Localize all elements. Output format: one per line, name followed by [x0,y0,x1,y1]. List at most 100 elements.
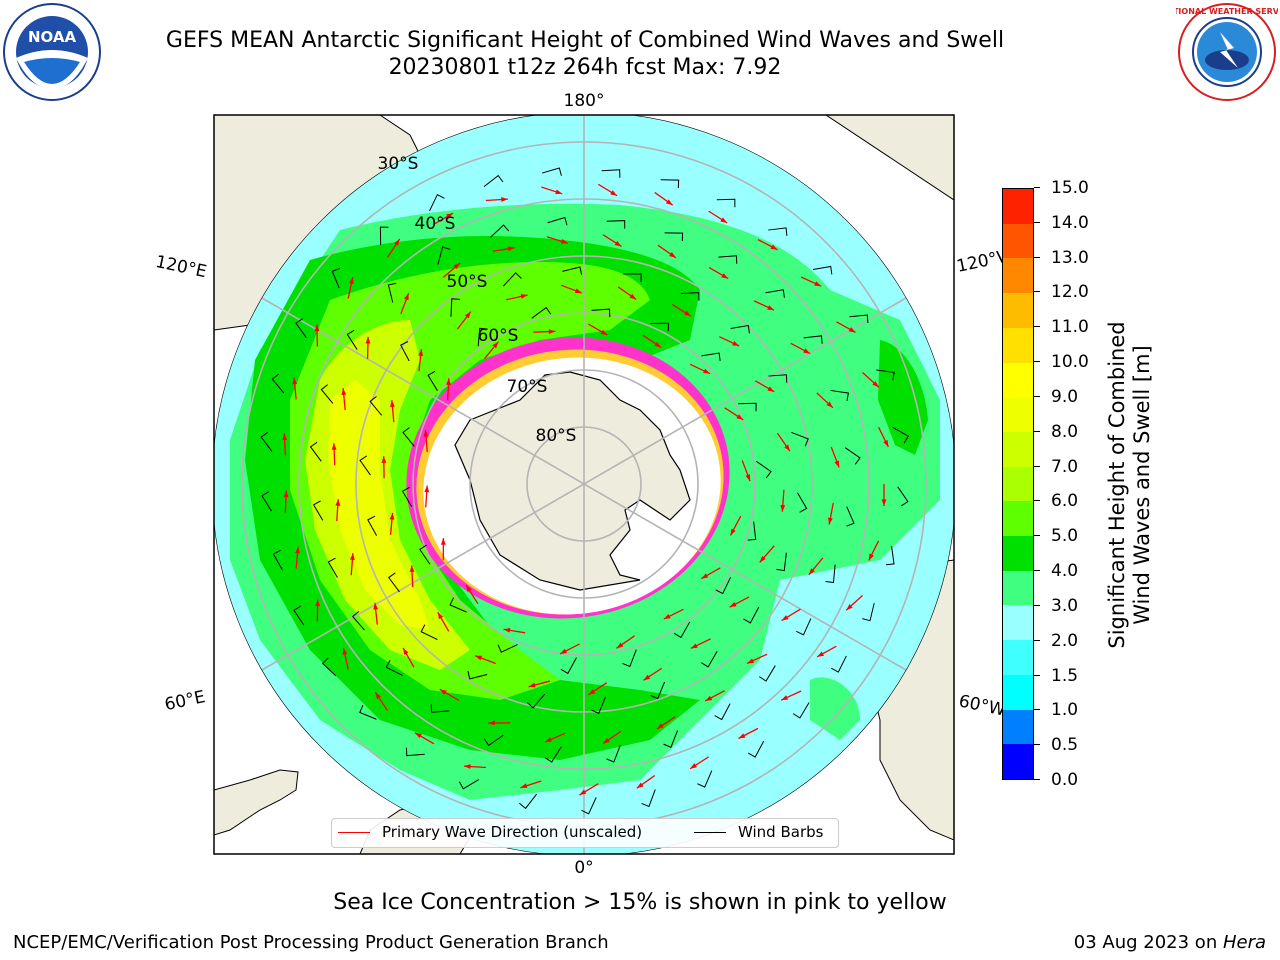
wave-arrow [390,400,395,423]
colorbar-segment [1003,293,1033,328]
colorbar-tick: 1.5 [1034,666,1078,686]
wind-barb [768,227,788,236]
wave-arrow [544,732,566,743]
wave-arrow [292,377,298,400]
wave-arrow [373,602,379,625]
wind-barb [541,167,562,176]
wave-arrow [347,276,354,299]
colorbar-tick: 3.0 [1034,596,1078,616]
wave-arrow [433,212,454,225]
wind-barb [714,703,731,721]
colorbar-label: Significant Height of Combined Wind Wave… [1105,275,1155,695]
colorbar-segment [1003,362,1033,398]
nws-logo: NATIONAL WEATHER SERVICE [1176,3,1278,101]
wave-arrow [636,775,656,789]
wind-barb [359,704,377,720]
wind-barb [663,730,679,748]
wave-arrow [389,512,395,535]
colorbar-tick: 13.0 [1034,248,1089,268]
wind-barb [701,650,718,668]
colorbar-label-line1: Significant Height of Combined [1105,321,1129,649]
wind-barb [660,179,680,189]
map-frame [213,114,955,855]
wind-barb [351,611,365,631]
wave-arrow [690,638,711,650]
map-legend: Primary Wave Direction (unscaled) Wind B… [331,818,839,848]
wave-arrow [503,627,526,634]
wind-barb [477,327,488,347]
wind-barb [738,402,757,412]
colorbar-segment [1003,640,1033,675]
vector-layer [260,167,909,815]
colorbar-segment [1003,397,1033,432]
wind-barb [449,597,467,613]
wind-barb [420,624,438,640]
wind-barb [379,226,389,246]
wind-barb [359,455,371,476]
colorbar [1002,188,1034,780]
footer-date-text: 03 Aug 2023 on [1073,932,1223,953]
wave-arrow [689,756,709,770]
wave-arrow [315,599,321,622]
wind-barb [483,734,504,747]
wind-barb [849,314,869,324]
antarctic-peninsula-tip [825,115,954,201]
wave-arrow [506,294,528,301]
lat-label-80s: 80°S [536,426,577,446]
wind-barb [385,659,403,676]
wind-barb [650,322,669,332]
wave-arrow [437,611,450,632]
wave-arrow [700,567,721,580]
wave-arrow [845,595,863,611]
wave-arrow [729,596,750,608]
wind-barb [293,605,305,626]
colorbar-tick: 15.0 [1034,178,1089,198]
wind-barb [591,308,611,318]
wave-arrow [617,286,637,301]
footer-date: 03 Aug 2023 on Hera [1074,932,1266,953]
wave-arrow [708,267,729,280]
wave-arrow [602,234,622,248]
wave-arrow [828,502,834,525]
wind-barb [862,603,875,622]
wind-barb [792,702,810,719]
colorbar-tick: 2.0 [1034,631,1078,651]
wave-arrow [282,433,288,456]
wind-barb [405,747,425,757]
colorbar-segment [1003,466,1033,502]
lat-label-50s: 50°S [447,272,488,292]
colorbar-segment [1003,223,1033,259]
footer-credit: NCEP/EMC/Verification Post Processing Pr… [13,932,609,953]
wind-barb [680,292,700,301]
wind-barb [458,779,480,790]
wave-arrow [446,378,451,401]
wave-arrow [314,324,320,347]
wind-barb [768,374,788,383]
wind-barb [776,552,787,572]
wind-barb [321,657,337,677]
wave-arrow [335,499,341,522]
wind-barb [519,793,537,810]
wind-barb [503,272,522,287]
wind-barb [803,335,823,344]
wave-arrow [342,647,349,670]
wave-arrow [836,321,856,334]
colorbar-segment [1003,709,1033,745]
wind-barb [526,693,546,709]
wave-arrow [463,764,486,769]
wind-barb [701,352,721,362]
wind-barb [272,549,283,570]
wave-arrow [492,246,515,252]
wind-barb [369,396,383,416]
wave-arrow [484,341,499,360]
wave-arrow [800,276,822,287]
wind-barb [562,266,583,275]
wave-arrow [724,407,744,421]
wind-barb [490,224,510,238]
wind-barb [876,369,895,381]
colorbar-tick: 5.0 [1034,526,1078,546]
colorbar-segment [1003,674,1033,710]
colorbar-tick: 4.0 [1034,561,1078,581]
wave-arrow [656,716,676,730]
